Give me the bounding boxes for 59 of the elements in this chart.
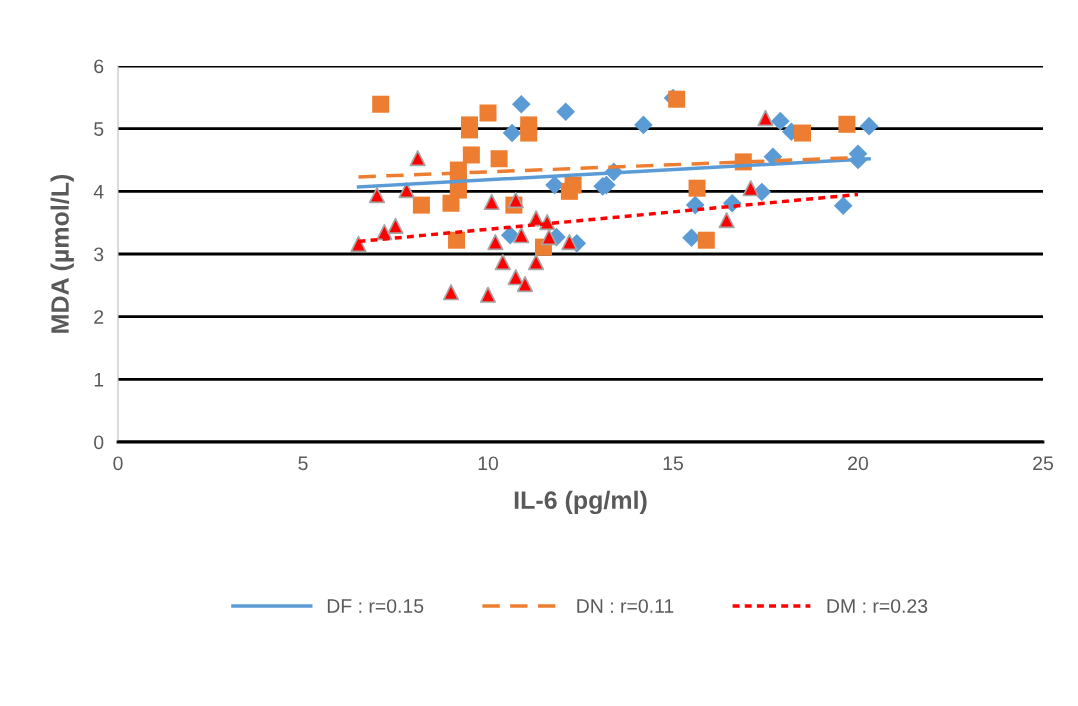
point xyxy=(507,191,524,209)
point xyxy=(412,196,430,214)
y-tick-label: 5 xyxy=(94,122,104,136)
point xyxy=(833,196,853,216)
point xyxy=(688,179,706,197)
x-tick-label: 10 xyxy=(478,456,499,471)
point xyxy=(634,115,653,135)
y-tick-label: 4 xyxy=(93,185,104,199)
x-tick-label: 15 xyxy=(663,456,683,471)
point xyxy=(770,111,790,131)
y-tick-label: 2 xyxy=(94,310,104,324)
point xyxy=(487,233,504,251)
point xyxy=(502,123,522,143)
point xyxy=(442,284,460,301)
point xyxy=(682,228,701,248)
legend-label: DM : r=0.23 xyxy=(827,599,928,613)
point xyxy=(564,176,582,194)
x-tick-label: 0 xyxy=(113,456,123,471)
point xyxy=(442,194,460,212)
point xyxy=(368,186,386,204)
point xyxy=(757,109,774,127)
point xyxy=(387,217,404,234)
point xyxy=(350,235,367,253)
point xyxy=(409,150,426,167)
point xyxy=(556,102,576,122)
point xyxy=(448,231,466,249)
y-tick-label: 3 xyxy=(94,247,104,262)
y-tick-label: 1 xyxy=(94,373,104,387)
x-axis-title: IL-6 (pg/ml) xyxy=(514,490,647,515)
point xyxy=(483,193,500,211)
x-tick-label: 25 xyxy=(1033,456,1053,471)
point xyxy=(540,228,558,246)
y-tick-label: 0 xyxy=(94,435,104,450)
point xyxy=(697,231,715,249)
point xyxy=(462,146,480,164)
x-tick-label: 20 xyxy=(848,456,869,471)
point xyxy=(718,212,735,229)
point xyxy=(479,286,497,303)
point xyxy=(513,227,530,244)
point xyxy=(838,115,856,133)
y-tick-label: 6 xyxy=(94,59,104,74)
point xyxy=(372,95,390,113)
legend-label: DN : r=0.11 xyxy=(577,599,674,613)
point xyxy=(511,94,531,114)
point xyxy=(479,104,497,122)
point xyxy=(668,90,686,108)
point xyxy=(516,275,534,293)
point xyxy=(490,150,508,168)
point xyxy=(494,254,511,271)
point xyxy=(742,180,759,197)
point xyxy=(527,254,545,271)
point xyxy=(520,124,538,142)
point xyxy=(859,116,879,136)
point xyxy=(793,124,812,142)
point xyxy=(561,233,578,251)
point xyxy=(398,181,415,199)
legend-label: DF : r=0.15 xyxy=(327,599,424,613)
y-axis-title: MDA (µmol/L) xyxy=(50,174,74,333)
x-tick-label: 5 xyxy=(298,456,308,471)
